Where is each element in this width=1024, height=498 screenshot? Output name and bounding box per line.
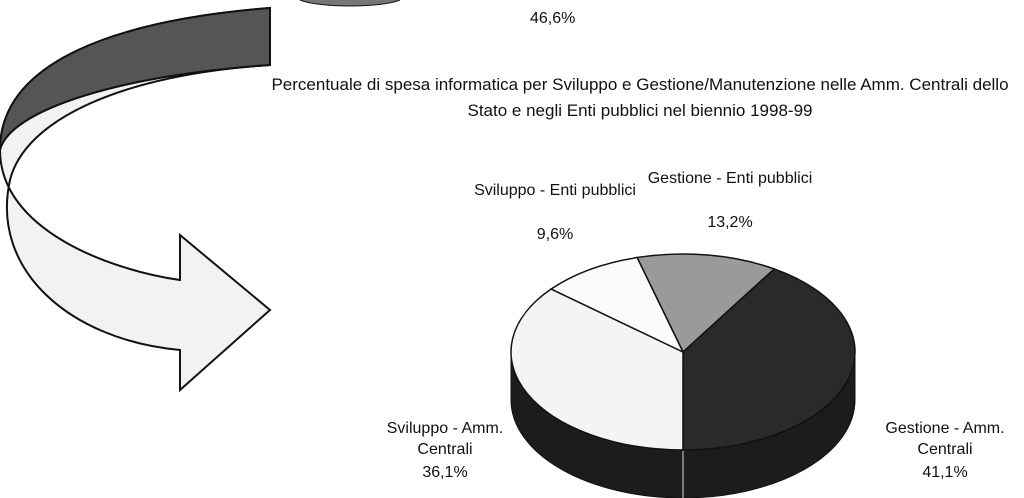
pie-slice bbox=[549, 256, 685, 354]
slice-value: 9,6% bbox=[536, 226, 574, 243]
slice-value: 41,1% bbox=[922, 464, 968, 481]
annotation: 46,6% bbox=[530, 10, 576, 27]
slice-value: 36,1% bbox=[422, 464, 468, 481]
slice-label: Gestione - Amm. Centrali bbox=[885, 420, 1005, 458]
slice-label: Sviluppo - Enti pubblici bbox=[474, 182, 636, 199]
slice-value: 13,2% bbox=[707, 214, 753, 231]
pie-slice bbox=[682, 268, 856, 451]
chart-title: Percentuale di spesa informatica per Svi… bbox=[271, 75, 1009, 120]
slice-label: Gestione - Enti pubblici bbox=[647, 170, 813, 187]
slice-label: Sviluppo - Amm. Centrali bbox=[386, 420, 504, 458]
arrow-top bbox=[0, 6, 271, 151]
pie-slice bbox=[510, 288, 684, 451]
cut-pie bbox=[299, 0, 401, 7]
